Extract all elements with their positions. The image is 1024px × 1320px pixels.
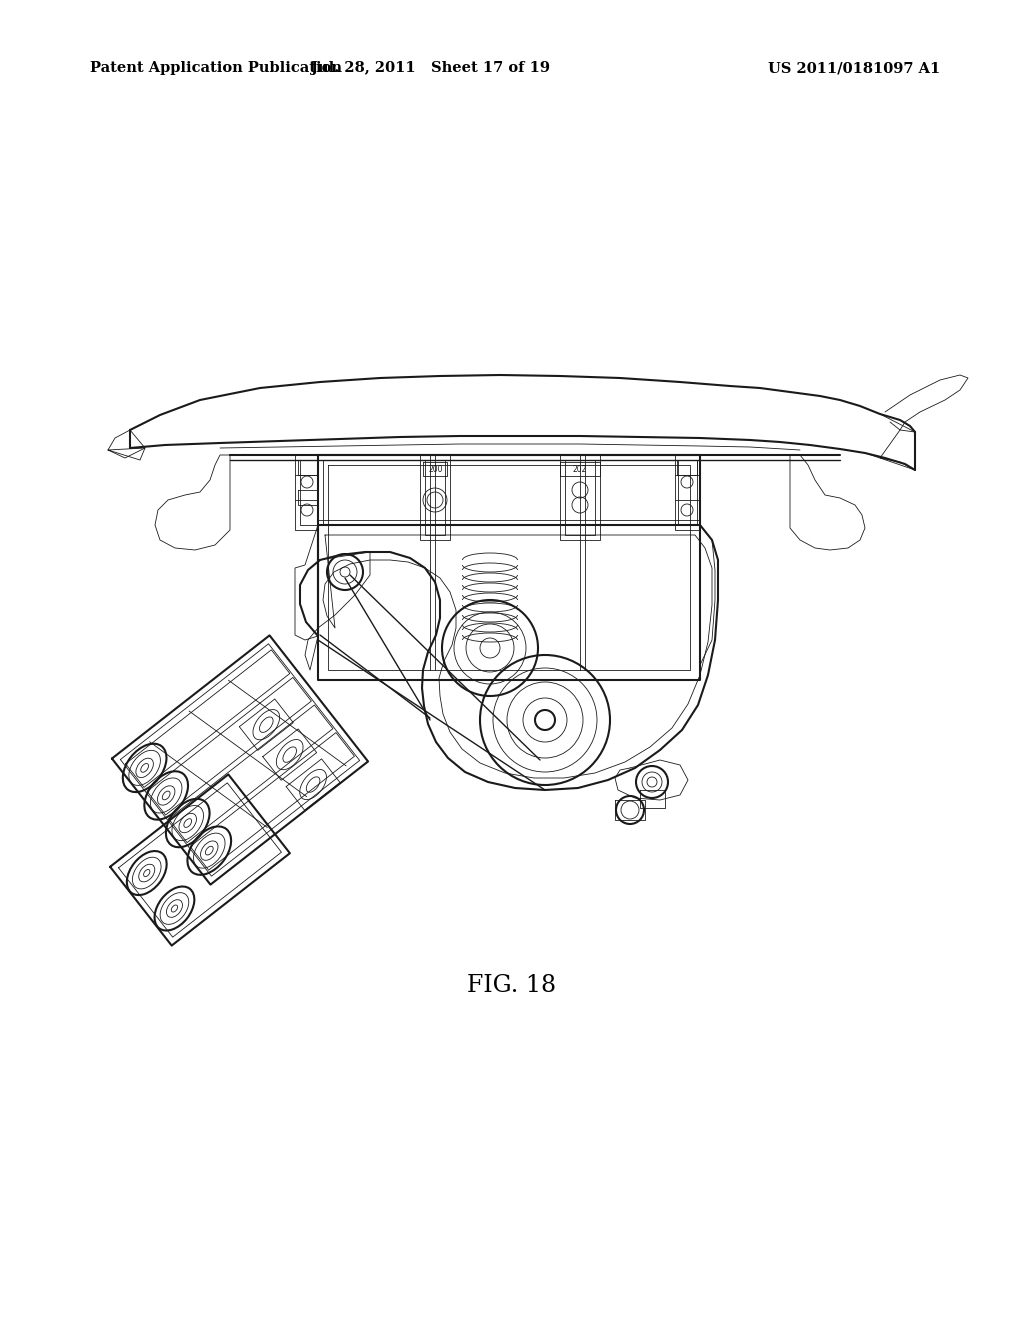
Text: Jul. 28, 2011   Sheet 17 of 19: Jul. 28, 2011 Sheet 17 of 19 [310,61,550,75]
Text: 202: 202 [572,465,587,474]
Text: 200: 200 [429,465,443,474]
Text: FIG. 18: FIG. 18 [467,974,557,997]
Text: US 2011/0181097 A1: US 2011/0181097 A1 [768,61,940,75]
Text: Patent Application Publication: Patent Application Publication [90,61,342,75]
